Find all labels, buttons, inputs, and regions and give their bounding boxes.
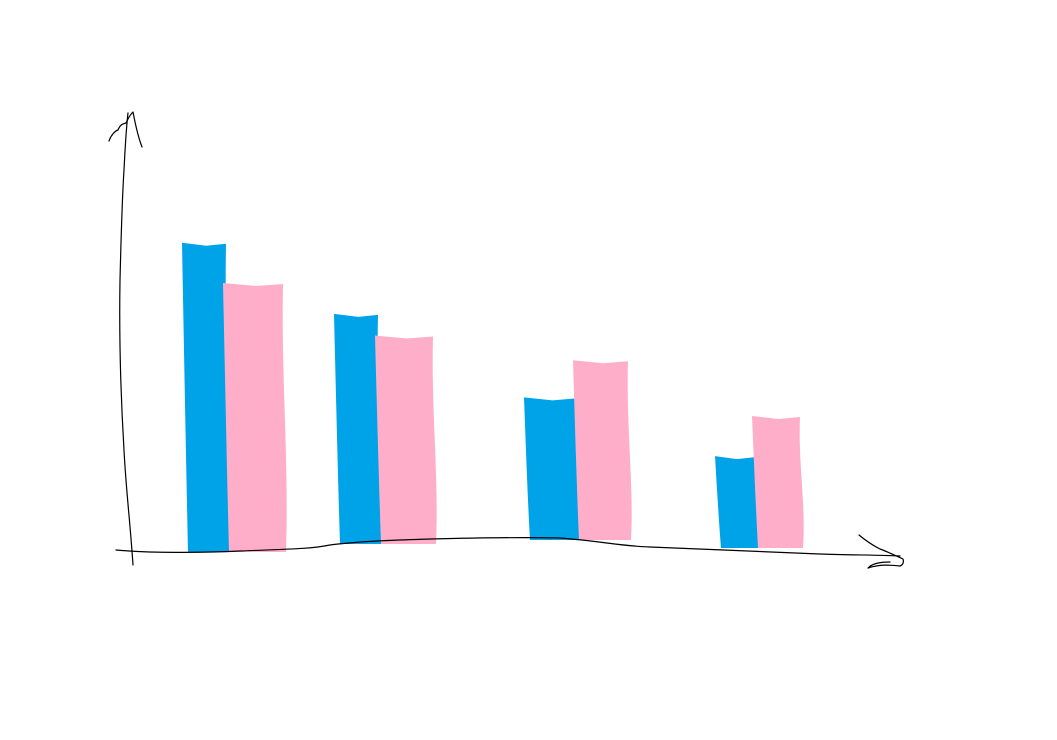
axes xyxy=(108,111,904,569)
bar-series2-group4 xyxy=(752,415,804,548)
bar-series1-group1 xyxy=(182,242,230,552)
bars-layer xyxy=(182,242,804,552)
bar-series2-group1 xyxy=(223,282,287,552)
y-axis-arrowhead xyxy=(108,111,143,148)
bar-series2-group2 xyxy=(375,335,437,544)
bar-series1-group4 xyxy=(715,456,759,548)
x-axis-arrowhead xyxy=(858,534,904,569)
x-axis xyxy=(115,536,901,557)
bar-series1-group3 xyxy=(524,397,580,540)
y-axis xyxy=(119,112,134,566)
bar-series2-group3 xyxy=(573,360,632,540)
bar-series1-group2 xyxy=(334,313,382,544)
